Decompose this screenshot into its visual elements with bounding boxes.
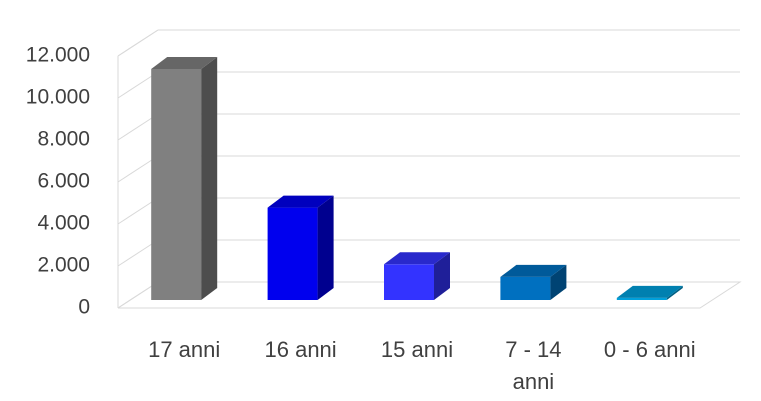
bar-side — [550, 264, 567, 300]
bar-front — [267, 207, 318, 300]
bar-front — [151, 69, 202, 300]
y-tick-label: 4.000 — [37, 212, 90, 235]
bar-side — [666, 285, 683, 300]
x-tick-label: 7 - 14 anni — [505, 337, 562, 394]
bar-top — [616, 285, 683, 298]
bar-side — [201, 57, 218, 300]
y-tick-label: 8.000 — [37, 128, 90, 151]
bar-side — [317, 195, 334, 300]
y-tick-label: 2.000 — [37, 254, 90, 277]
x-tick-label: 16 anni — [264, 337, 337, 362]
bar-front — [384, 264, 434, 300]
grid-line — [117, 29, 159, 57]
x-tick-label: 0 - 6 anni — [603, 337, 696, 362]
bar-top — [500, 264, 567, 277]
y-tick-label: 0 — [78, 296, 90, 319]
y-tick-label: 10.000 — [26, 86, 90, 109]
bar-side — [434, 252, 450, 300]
y-tick-label: 12.000 — [26, 44, 90, 67]
y-tick-label: 6.000 — [37, 170, 90, 193]
x-tick-label: 15 anni — [380, 337, 454, 362]
bar-front — [500, 276, 551, 300]
x-tick-label: 17 anni — [148, 337, 221, 362]
bar-top — [151, 57, 218, 69]
bar-top — [267, 195, 334, 208]
bar-front — [616, 297, 667, 300]
bar-top — [384, 252, 450, 265]
